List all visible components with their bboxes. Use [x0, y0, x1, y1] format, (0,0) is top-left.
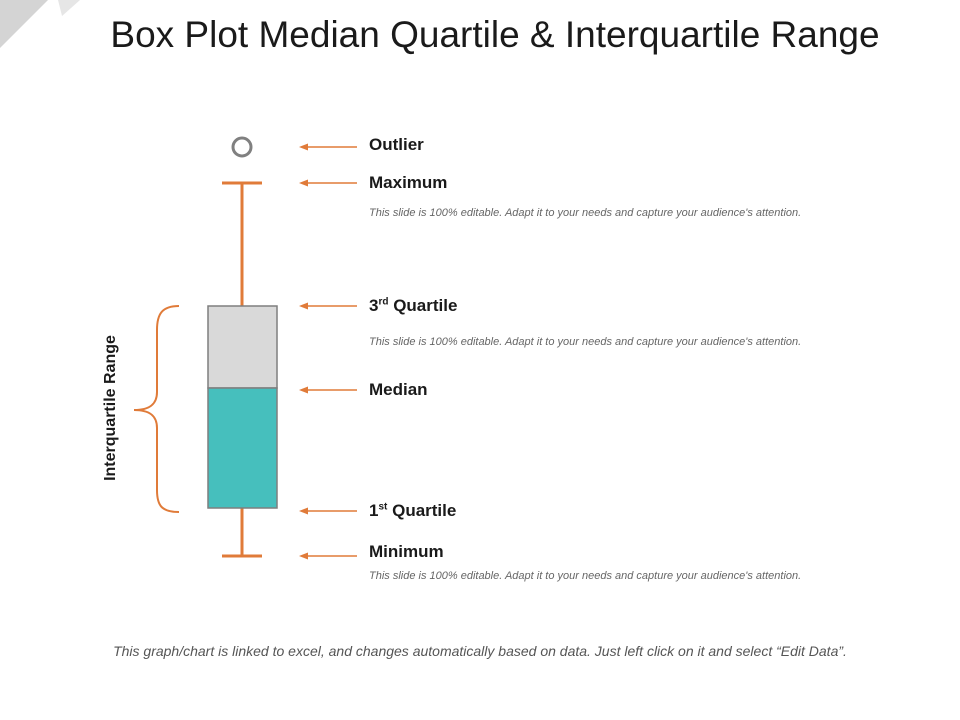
minimum-label: Minimum — [369, 542, 444, 561]
iqr-brace — [133, 305, 180, 513]
q3-label: 3rd Quartile — [369, 296, 457, 316]
q1-suffix: st — [378, 501, 388, 513]
q1-number: 1 — [369, 501, 379, 520]
median-label: Median — [369, 380, 428, 399]
q3-arrow — [299, 302, 357, 310]
outlier-arrow — [299, 143, 357, 151]
lower-box — [207, 387, 278, 509]
upper-box — [207, 305, 278, 389]
maximum-description: This slide is 100% editable. Adapt it to… — [369, 207, 802, 219]
maximum-arrow — [299, 179, 357, 187]
median-arrow — [299, 386, 357, 394]
page-title: Box Plot Median Quartile & Interquartile… — [110, 14, 880, 55]
q1-arrow — [299, 507, 357, 515]
q1-word: Quartile — [387, 501, 457, 520]
q3-number: 3 — [369, 296, 379, 315]
q3-suffix: rd — [378, 296, 389, 308]
corner-decoration — [0, 0, 80, 48]
maximum-label: Maximum — [369, 173, 448, 192]
q3-word: Quartile — [388, 296, 458, 315]
outlier-marker — [231, 136, 253, 158]
q3-description: This slide is 100% editable. Adapt it to… — [369, 336, 802, 348]
q1-label: 1st Quartile — [369, 501, 456, 521]
interquartile-range-label: Interquartile Range — [102, 335, 119, 481]
footer-note: This graph/chart is linked to excel, and… — [113, 643, 847, 659]
minimum-description: This slide is 100% editable. Adapt it to… — [369, 570, 802, 582]
outlier-label: Outlier — [369, 135, 424, 154]
minimum-arrow — [299, 552, 357, 560]
pointer-arrows — [299, 143, 357, 560]
